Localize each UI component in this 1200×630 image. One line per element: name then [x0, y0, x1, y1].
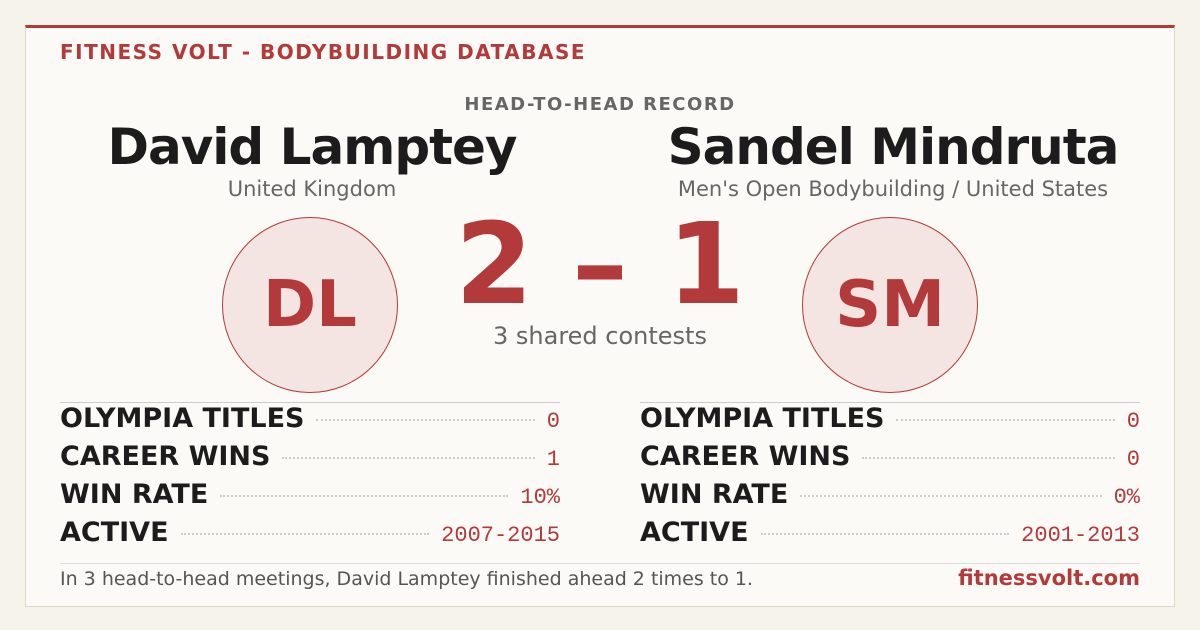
right-name: Sandel Mindruta [667, 118, 1120, 176]
right-stats: OLYMPIA TITLES 0 CAREER WINS 0 WIN RATE 0% ACT… [640, 402, 1140, 555]
stat-row: WIN RATE 10% [60, 479, 560, 517]
stat-row: ACTIVE 2001-2013 [640, 517, 1140, 555]
shared-contests: 3 shared contests [493, 322, 707, 350]
stat-label: OLYMPIA TITLES [60, 403, 305, 434]
stat-value: 0 [1126, 409, 1140, 434]
leader [862, 457, 1115, 459]
stat-label: WIN RATE [60, 479, 209, 510]
leader [760, 533, 1010, 535]
divider [60, 563, 1140, 564]
stat-row: CAREER WINS 0 [640, 441, 1140, 479]
right-subtitle: Men's Open Bodybuilding / United States [677, 177, 1109, 201]
stat-label: ACTIVE [640, 517, 749, 548]
stat-row: ACTIVE 2007-2015 [60, 517, 560, 555]
site-link[interactable]: fitnessvolt.com [958, 566, 1140, 590]
left-name: David Lamptey [107, 118, 517, 176]
stat-label: ACTIVE [60, 517, 169, 548]
stat-label: OLYMPIA TITLES [640, 403, 885, 434]
card [25, 25, 1175, 607]
leader [282, 457, 535, 459]
stat-value: 0 [1126, 447, 1140, 472]
stat-label: WIN RATE [640, 479, 789, 510]
stat-row: OLYMPIA TITLES 0 [640, 403, 1140, 441]
right-avatar: SM [802, 217, 978, 393]
stat-label: CAREER WINS [640, 441, 851, 472]
brand: FITNESS VOLT - BODYBUILDING DATABASE [60, 40, 587, 64]
left-avatar: DL [222, 217, 398, 393]
stat-value: 2007-2015 [441, 523, 560, 548]
leader [316, 419, 535, 421]
summary: In 3 head-to-head meetings, David Lampte… [60, 568, 754, 590]
stat-value: 10% [520, 485, 560, 510]
leader [800, 495, 1102, 497]
stat-value: 0 [546, 409, 560, 434]
stat-row: WIN RATE 0% [640, 479, 1140, 517]
score: 2 – 1 [455, 200, 745, 330]
stat-row: CAREER WINS 1 [60, 441, 560, 479]
leader [180, 533, 430, 535]
stat-value: 2001-2013 [1021, 523, 1140, 548]
leader [896, 419, 1115, 421]
stat-value: 1 [546, 447, 560, 472]
stat-value: 0% [1113, 485, 1140, 510]
left-stats: OLYMPIA TITLES 0 CAREER WINS 1 WIN RATE 10% AC… [60, 402, 560, 555]
stat-label: CAREER WINS [60, 441, 271, 472]
section-title: HEAD-TO-HEAD RECORD [464, 94, 736, 115]
leader [220, 495, 509, 497]
stat-row: OLYMPIA TITLES 0 [60, 403, 560, 441]
left-subtitle: United Kingdom [227, 177, 397, 201]
